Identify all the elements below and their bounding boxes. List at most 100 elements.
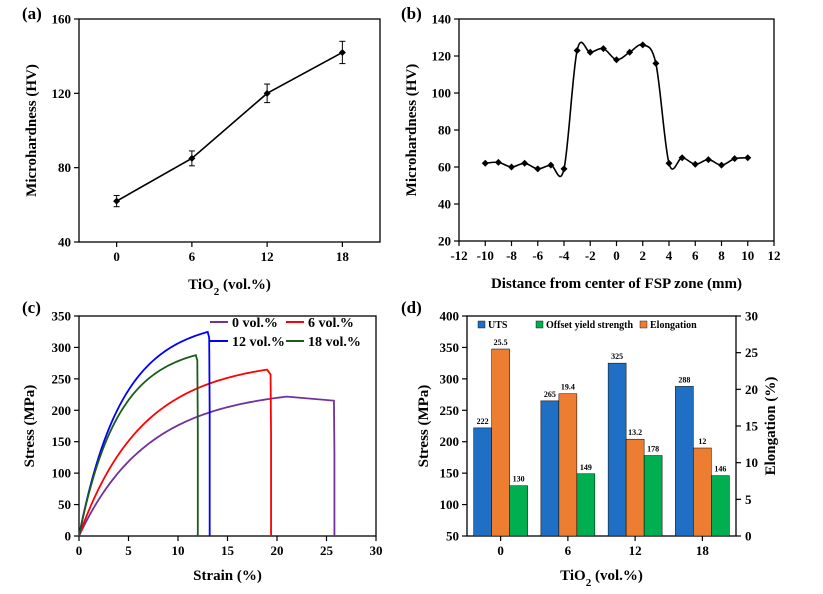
panel-a: 0 6 12 18 40 80 120 160 (a) Microhardness (HV) TiO… [22, 4, 381, 298]
b-point-10 [613, 56, 620, 64]
d-ytick-right-1-label: 5 [745, 492, 752, 507]
a-point-2 [263, 89, 271, 97]
d-ytick-1-label: 100 [440, 497, 460, 512]
c-xtick-5-label: 25 [320, 543, 334, 558]
b-xtick-6-label: 0 [613, 248, 620, 263]
b-xtick-11-label: 10 [741, 248, 754, 263]
a-point-0 [113, 197, 121, 205]
b-xtick-2-label: -8 [506, 248, 517, 263]
c-legend-label-1: 6 vol.% [308, 316, 354, 331]
d-bar-label-2-2: 178 [647, 445, 659, 454]
d-xtick-0-label: 0 [497, 543, 504, 558]
d-legend-swatch-0 [477, 320, 486, 329]
b-xtick-7-label: 2 [640, 248, 647, 263]
d-ytick-0-label: 50 [446, 529, 459, 544]
b-point-17 [704, 156, 712, 164]
panel-label-a: (a) [22, 4, 42, 23]
b-ytick-4-label: 100 [432, 86, 452, 101]
panel-d: 50 100 150 200 250 300 350 400 0 5 10 15 20 25 30 (d) St… [401, 298, 779, 589]
d-bar-elongation-0 [491, 348, 510, 537]
d-bar-offset-yield-strength-2 [643, 455, 663, 537]
panel-label-b: (b) [401, 4, 422, 23]
a-point-1 [188, 154, 196, 162]
b-point-18 [718, 161, 725, 169]
b-xtick-8-label: 4 [666, 248, 673, 263]
b-ytick-2-label: 60 [438, 160, 451, 175]
panel-b: -12 -10 -8 -6 -4 -2 0 2 4 6 8 10 12 20 40 60 80 100 120 140… [401, 4, 781, 292]
d-bar-label-2-0: 130 [513, 475, 525, 484]
c-curve-1 [78, 368, 272, 537]
d-bar-uts-1 [540, 400, 560, 537]
d-bar-label-1-1: 19.4 [561, 383, 575, 392]
b-point-3 [521, 159, 529, 167]
d-ytick-right-3-label: 15 [745, 419, 759, 434]
b-xtick-12-label: 12 [768, 248, 781, 263]
d-bar-uts-2 [607, 362, 627, 537]
a-ytick-3-label: 160 [52, 12, 72, 27]
c-ytick-5-label: 250 [52, 371, 72, 386]
a-xtick-1-label: 6 [189, 249, 196, 264]
d-xtick-1-label: 6 [565, 543, 572, 558]
c-legend-label-3: 18 vol.% [308, 335, 361, 350]
plot-frame [78, 18, 381, 243]
c-curve-2 [78, 330, 211, 537]
d-bar-label-1-2: 13.2 [628, 428, 642, 437]
c-legend-label-0: 0 vol.% [232, 316, 278, 331]
d-bar-uts-0 [473, 427, 492, 537]
d-legend-swatch-2 [639, 320, 648, 329]
c-xtick-3-label: 15 [221, 543, 235, 558]
c-legend-label-2: 12 vol.% [232, 335, 285, 350]
c-xtick-4-label: 20 [271, 543, 284, 558]
c-xtick-0-label: 0 [76, 543, 83, 558]
b-ytick-6-label: 140 [432, 12, 452, 27]
a-ytick-1-label: 80 [58, 160, 71, 175]
c-ylabel: Stress (MPa) [22, 385, 38, 468]
c-ytick-6-label: 300 [52, 340, 72, 355]
b-point-15 [678, 154, 686, 162]
panel-c: 0 5 10 15 20 25 30050100150200250300350(c)Stre… [22, 298, 383, 584]
d-ytick-right-4-label: 20 [745, 382, 758, 397]
c-ytick-1-label: 50 [58, 497, 71, 512]
b-ytick-0-label: 20 [438, 234, 451, 249]
c-curve-0 [78, 395, 336, 537]
b-xtick-0-label: -12 [450, 248, 467, 263]
d-legend-label-1: Offset yield strength [546, 320, 633, 331]
b-point-6 [560, 165, 568, 173]
d-bar-uts-3 [675, 386, 694, 537]
a-xtick-3-label: 18 [336, 249, 350, 264]
c-xtick-1-label: 5 [125, 543, 132, 558]
a-xtick-2-label: 12 [261, 249, 274, 264]
d-ytick-right-5-label: 25 [745, 345, 759, 360]
a-xlabel: TiO2 (vol.%) [188, 277, 271, 298]
c-ytick-7-label: 350 [52, 309, 72, 324]
d-legend-label-2: Elongation [650, 320, 697, 331]
d-bar-label-1-3: 12 [698, 437, 706, 446]
d-ytick-right-6-label: 30 [745, 309, 758, 324]
b-point-0 [481, 159, 489, 167]
d-bar-label-0-3: 288 [678, 375, 690, 384]
b-point-1 [494, 158, 502, 166]
d-bar-label-2-1: 149 [580, 463, 592, 472]
b-xtick-9-label: 6 [692, 248, 699, 263]
d-ytick-2-label: 150 [440, 466, 460, 481]
b-xtick-10-label: 8 [718, 248, 725, 263]
d-ytick-3-label: 200 [440, 434, 460, 449]
d-bar-elongation-2 [625, 438, 645, 537]
b-point-16 [691, 160, 699, 168]
b-ytick-5-label: 120 [432, 49, 452, 64]
b-xtick-3-label: -6 [532, 248, 543, 263]
b-point-20 [744, 154, 752, 162]
c-ytick-2-label: 100 [52, 466, 72, 481]
b-point-5 [547, 161, 555, 169]
a-xtick-0-label: 0 [113, 249, 120, 264]
d-bar-label-0-2: 325 [611, 352, 623, 361]
d-xtick-2-label: 12 [629, 543, 642, 558]
plot-frame [458, 18, 775, 242]
d-xtick-3-label: 18 [696, 543, 710, 558]
d-bar-offset-yield-strength-3 [711, 475, 730, 537]
b-point-13 [652, 59, 660, 67]
d-bar-label-0-0: 222 [477, 417, 489, 426]
d-ytick-right-2-label: 10 [745, 455, 758, 470]
d-xlabel: TiO2 (vol.%) [560, 568, 643, 589]
